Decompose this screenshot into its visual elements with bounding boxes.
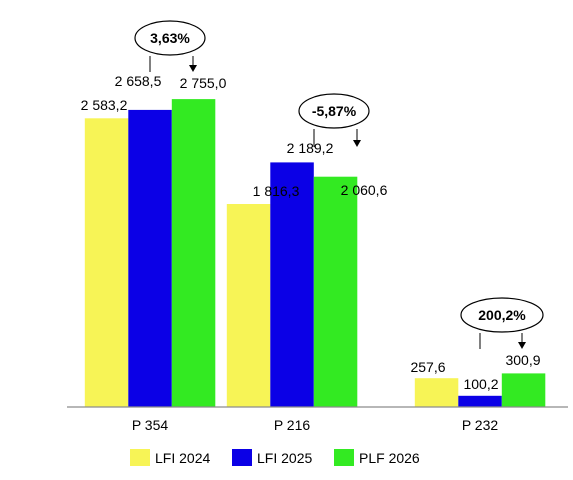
- legend-swatch: [334, 449, 354, 466]
- data-label: 300,9: [505, 352, 540, 368]
- legend-label: LFI 2025: [257, 450, 312, 466]
- annotation-bubble: [134, 20, 206, 56]
- annotation-bubble: [298, 93, 370, 129]
- data-label: 2 658,5: [115, 73, 162, 89]
- legend-label: PLF 2026: [359, 450, 420, 466]
- legend-label: LFI 2024: [155, 450, 210, 466]
- x-tick-label: P 232: [462, 417, 499, 433]
- bar-p216-2: [313, 176, 358, 407]
- data-label: 1 816,3: [253, 183, 300, 199]
- legend-swatch: [130, 449, 150, 466]
- annotation-arrow-icon: [353, 140, 361, 147]
- bar-p216-0: [226, 204, 271, 407]
- annotation-arrow-icon: [518, 342, 526, 349]
- bar-p232-0: [414, 378, 459, 407]
- bar-p216-1: [270, 162, 314, 407]
- annotation-label: 3,63%: [150, 30, 190, 46]
- x-tick-label: P 216: [274, 417, 311, 433]
- data-label: 100,2: [463, 376, 498, 392]
- bar-p232-2: [501, 373, 546, 407]
- x-tick-label: P 354: [132, 417, 169, 433]
- annotation-arrow-icon: [189, 65, 197, 72]
- data-label: 2 189,2: [287, 140, 334, 156]
- bar-p354-1: [128, 109, 172, 408]
- data-label: 257,6: [410, 359, 445, 375]
- data-label: 2 755,0: [180, 75, 227, 91]
- data-label: 2 583,2: [81, 97, 128, 113]
- bar-p354-2: [171, 99, 216, 407]
- annotation-bubble: [460, 297, 544, 333]
- bar-p232-1: [458, 395, 502, 407]
- data-label: 2 060,6: [341, 182, 388, 198]
- bar-p354-0: [84, 118, 129, 408]
- legend-swatch: [232, 449, 252, 466]
- annotation-label: -5,87%: [312, 103, 357, 119]
- annotation-label: 200,2%: [478, 307, 526, 323]
